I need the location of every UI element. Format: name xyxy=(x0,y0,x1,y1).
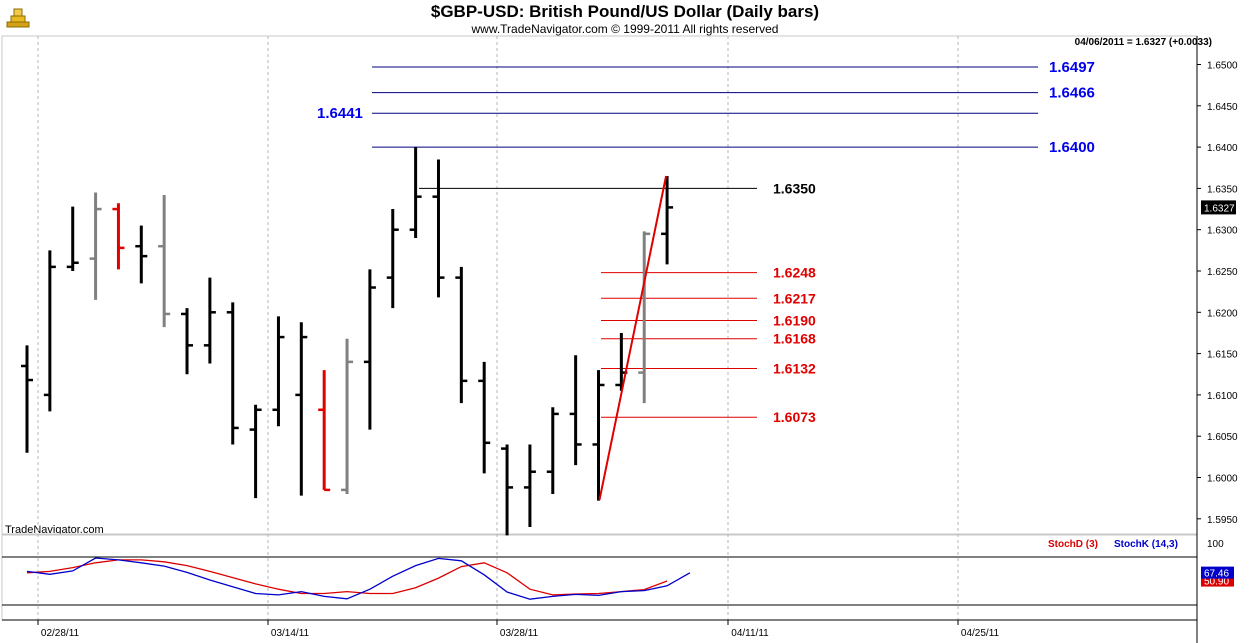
stoch-k-badge xyxy=(1201,566,1234,579)
price-axis-label: 1.6000 xyxy=(1207,474,1238,485)
stoch-d-line xyxy=(26,559,668,596)
price-axis-label: 1.5950 xyxy=(1207,515,1238,526)
stoch-k-legend: StochK (14,3) xyxy=(1114,539,1178,550)
price-axis-label: 1.6500 xyxy=(1207,61,1238,72)
price-level-label: 1.6466 xyxy=(1049,85,1095,102)
price-axis-label: 1.6450 xyxy=(1207,102,1238,113)
price-level-label: 1.6248 xyxy=(773,265,816,281)
last-price-badge xyxy=(1201,200,1236,215)
price-level-label: 1.6073 xyxy=(773,409,816,425)
chart-title: $GBP-USD: British Pound/US Dollar (Daily… xyxy=(430,2,820,21)
price-axis-label: 1.6150 xyxy=(1207,350,1238,361)
stoch-panel-frame xyxy=(1,534,1198,621)
price-axis-label: 1.6400 xyxy=(1207,143,1238,154)
stoch-k-value: 67.46 xyxy=(1204,569,1229,580)
price-axis-label: 1.6100 xyxy=(1207,391,1238,402)
stoch-k-line xyxy=(26,557,691,600)
axes: 1.5950 1.6000 1.6050 1.6100 1.6150 1.6200 1.62… xyxy=(2,36,1238,643)
stoch-axis-label: 100 xyxy=(1207,539,1224,550)
price-level-label: 1.6132 xyxy=(773,360,816,376)
price-level-label: 1.6350 xyxy=(773,180,816,196)
stoch-d-legend: StochD (3) xyxy=(1048,539,1098,550)
chart-subtitle: www.TradeNavigator.com © 1999-2011 All r… xyxy=(471,22,779,36)
price-level-label: 1.6441 xyxy=(317,105,363,122)
watermark: TradeNavigator.com xyxy=(5,524,104,536)
price-levels: 1.6497 1.6466 1.6441 1.6400 1.6350 1.6248 1.62… xyxy=(317,59,1095,425)
price-level-label: 1.6190 xyxy=(773,313,816,329)
date-axis-label: 03/14/11 xyxy=(271,628,310,639)
date-axis-label: 03/28/11 xyxy=(500,628,539,639)
price-axis-label: 1.6050 xyxy=(1207,432,1238,443)
last-price-label: 1.6327 xyxy=(1204,203,1235,214)
price-level-label: 1.6168 xyxy=(773,331,816,347)
date-axis-label: 04/25/11 xyxy=(961,628,1000,639)
price-level-label: 1.6400 xyxy=(1049,139,1095,156)
price-level-label: 1.6497 xyxy=(1049,59,1095,76)
price-bars xyxy=(21,147,674,536)
grid xyxy=(1,35,1198,621)
price-axis-label: 1.6200 xyxy=(1207,308,1238,319)
date-axis-label: 02/28/11 xyxy=(41,628,80,639)
last-quote: 04/06/2011 = 1.6327 (+0.0033) xyxy=(1074,37,1212,48)
price-axis-label: 1.6250 xyxy=(1207,267,1238,278)
trade-navigator-logo-icon xyxy=(6,8,30,28)
price-axis-label: 1.6300 xyxy=(1207,226,1238,237)
date-axis-label: 04/11/11 xyxy=(731,628,769,639)
price-level-label: 1.6217 xyxy=(773,290,816,306)
trend-line-group xyxy=(598,175,668,501)
price-axis-label: 1.6350 xyxy=(1207,184,1238,195)
stoch-d-value: 50.90 xyxy=(1204,577,1229,588)
trend-line xyxy=(598,175,668,501)
